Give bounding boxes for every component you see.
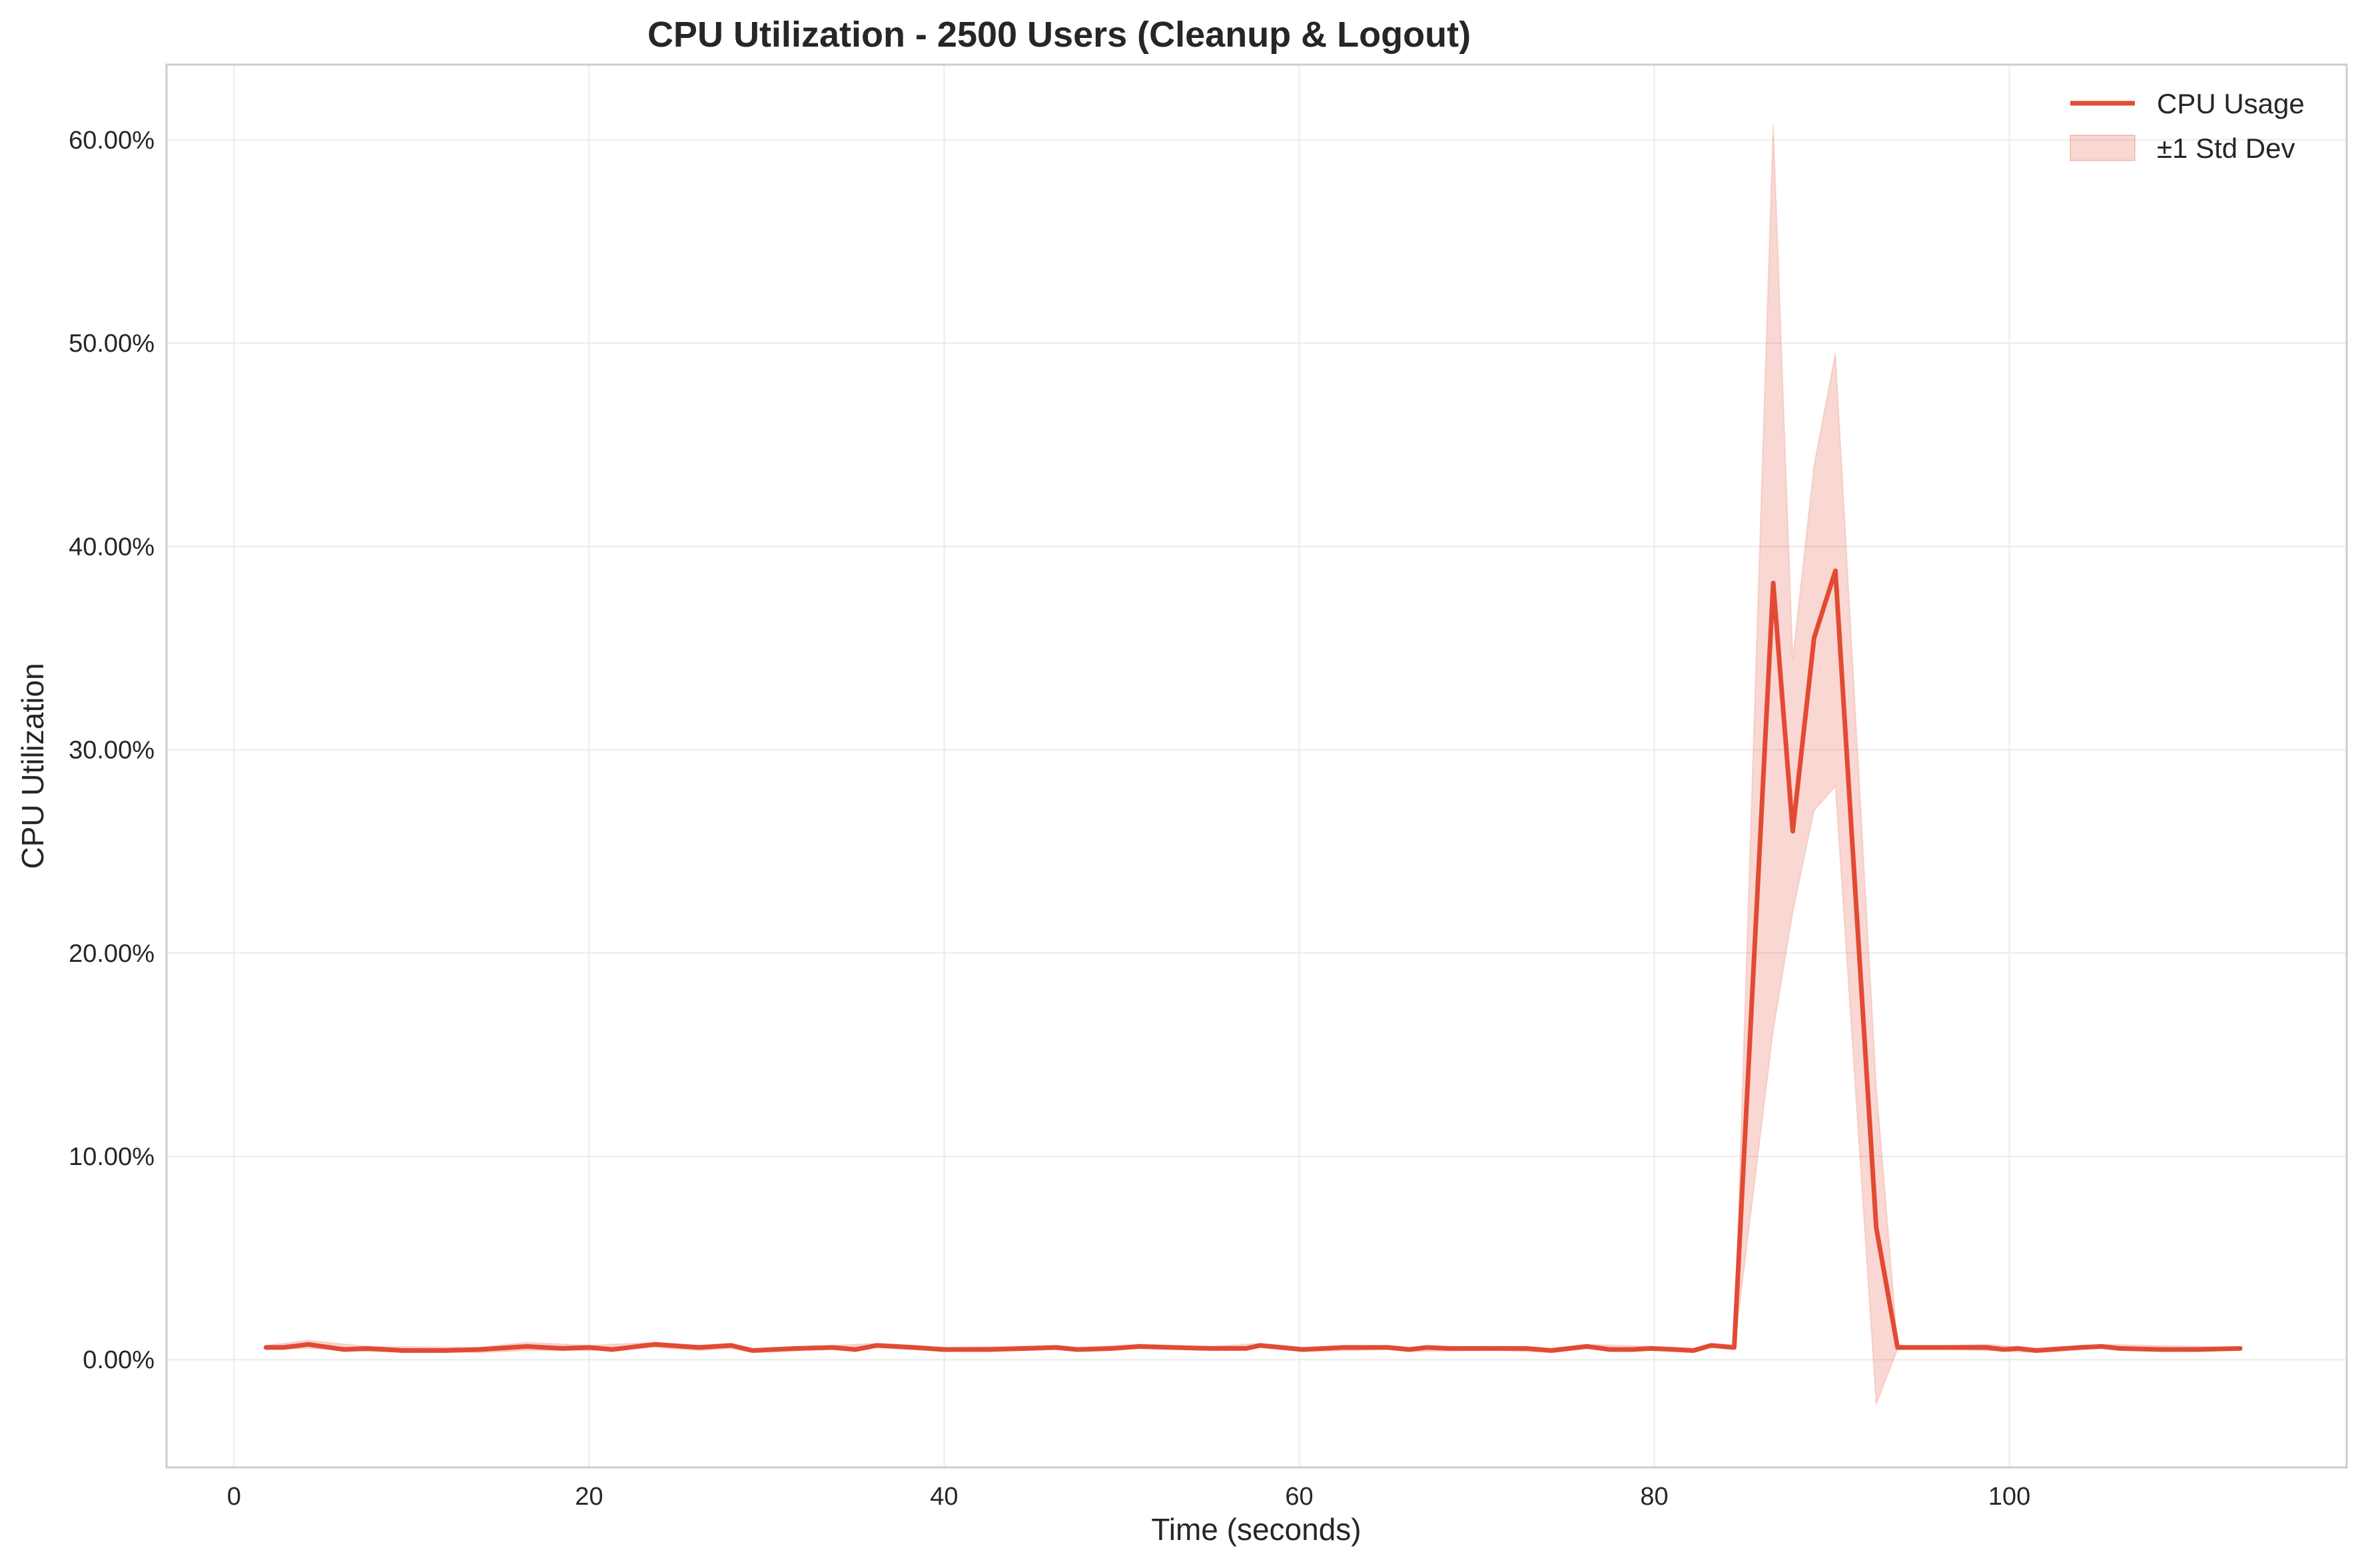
y-tick-label: 40.00%: [69, 533, 155, 561]
y-tick-label: 20.00%: [69, 940, 155, 968]
legend: CPU Usage ±1 Std Dev: [2070, 88, 2305, 164]
chart-title: CPU Utilization - 2500 Users (Cleanup & …: [647, 15, 1471, 55]
y-axis-ticks: 0.00% 10.00% 20.00% 30.00% 40.00% 50.00% 60.00…: [69, 127, 155, 1374]
x-axis-ticks: 0 20 40 60 80 100: [227, 1483, 2031, 1511]
legend-band-swatch: [2070, 135, 2136, 161]
x-tick-label: 80: [1640, 1483, 1668, 1511]
x-tick-label: 60: [1285, 1483, 1313, 1511]
y-tick-label: 10.00%: [69, 1143, 155, 1171]
x-tick-label: 20: [575, 1483, 603, 1511]
legend-label-std-dev: ±1 Std Dev: [2157, 133, 2295, 164]
plot-frame: [165, 63, 2348, 1469]
plot-background: [167, 65, 2347, 1467]
x-tick-label: 100: [1988, 1483, 2030, 1511]
y-tick-label: 60.00%: [69, 127, 155, 155]
grid-lines: [167, 65, 2347, 1467]
y-tick-label: 0.00%: [83, 1346, 155, 1374]
y-axis-label: CPU Utilization: [15, 663, 50, 869]
cpu-usage-line: [263, 568, 2243, 1353]
y-tick-label: 50.00%: [69, 330, 155, 358]
x-axis-label: Time (seconds): [1151, 1512, 1361, 1547]
cpu-usage-line-layer: [263, 568, 2243, 1353]
x-tick-label: 40: [930, 1483, 958, 1511]
x-tick-label: 0: [227, 1483, 241, 1511]
y-tick-label: 30.00%: [69, 737, 155, 765]
legend-label-cpu-usage: CPU Usage: [2157, 88, 2305, 119]
